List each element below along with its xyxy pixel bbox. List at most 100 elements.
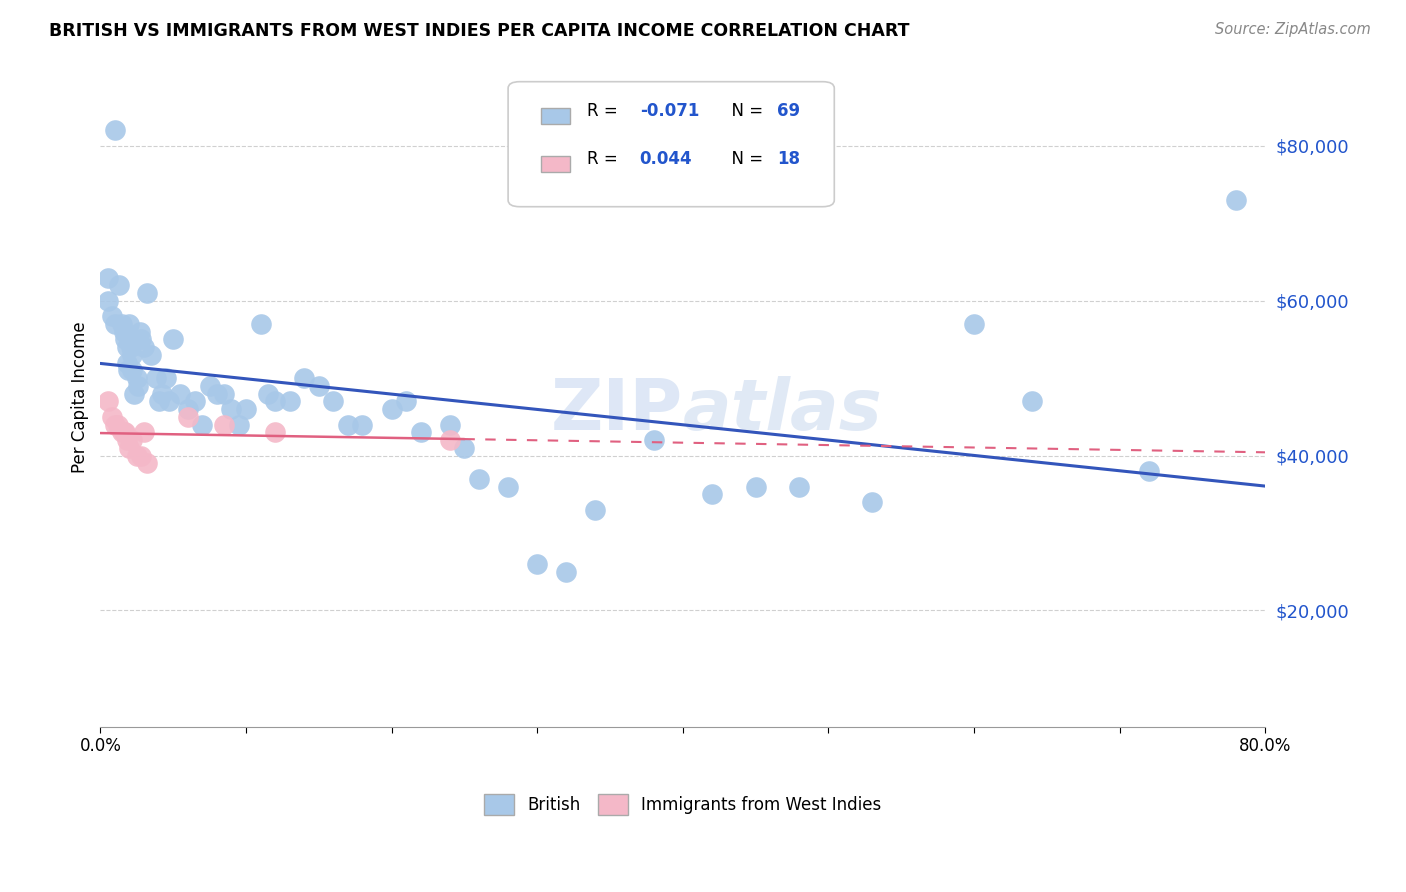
Point bbox=[496, 479, 519, 493]
Text: N =: N = bbox=[721, 150, 769, 168]
Point bbox=[101, 409, 124, 424]
Point bbox=[439, 417, 461, 432]
Point bbox=[278, 394, 301, 409]
Point bbox=[264, 394, 287, 409]
Point bbox=[150, 386, 173, 401]
Point bbox=[104, 123, 127, 137]
Point bbox=[129, 333, 152, 347]
Point bbox=[117, 363, 139, 377]
Point bbox=[127, 379, 149, 393]
Point bbox=[145, 371, 167, 385]
Point bbox=[336, 417, 359, 432]
Point bbox=[322, 394, 344, 409]
Point bbox=[121, 348, 143, 362]
Point bbox=[555, 565, 578, 579]
Point bbox=[97, 270, 120, 285]
Text: R =: R = bbox=[588, 150, 623, 168]
FancyBboxPatch shape bbox=[541, 156, 569, 172]
Point bbox=[860, 495, 883, 509]
Point bbox=[121, 433, 143, 447]
Point bbox=[111, 425, 134, 440]
Point bbox=[120, 340, 142, 354]
Point bbox=[157, 394, 180, 409]
Text: -0.071: -0.071 bbox=[640, 102, 699, 120]
Point bbox=[114, 333, 136, 347]
Point bbox=[148, 394, 170, 409]
Point bbox=[112, 325, 135, 339]
Point bbox=[125, 371, 148, 385]
Point bbox=[108, 278, 131, 293]
Point bbox=[115, 340, 138, 354]
Point bbox=[221, 402, 243, 417]
Point bbox=[439, 433, 461, 447]
Text: 18: 18 bbox=[778, 150, 800, 168]
Point bbox=[97, 293, 120, 308]
Point bbox=[212, 417, 235, 432]
Point bbox=[177, 409, 200, 424]
Point bbox=[963, 317, 986, 331]
Point bbox=[104, 317, 127, 331]
Point bbox=[1137, 464, 1160, 478]
Text: BRITISH VS IMMIGRANTS FROM WEST INDIES PER CAPITA INCOME CORRELATION CHART: BRITISH VS IMMIGRANTS FROM WEST INDIES P… bbox=[49, 22, 910, 40]
Point bbox=[212, 386, 235, 401]
Point bbox=[136, 285, 159, 300]
Point bbox=[132, 340, 155, 354]
Point bbox=[585, 502, 607, 516]
Point bbox=[104, 417, 127, 432]
Point bbox=[177, 402, 200, 417]
Text: 0.044: 0.044 bbox=[640, 150, 692, 168]
Legend: British, Immigrants from West Indies: British, Immigrants from West Indies bbox=[478, 788, 889, 822]
Point bbox=[112, 425, 135, 440]
Point bbox=[643, 433, 665, 447]
Point bbox=[744, 479, 766, 493]
Point bbox=[453, 441, 475, 455]
Point bbox=[121, 363, 143, 377]
Point bbox=[107, 417, 129, 432]
Point bbox=[198, 379, 221, 393]
Point bbox=[128, 325, 150, 339]
Text: ZIP: ZIP bbox=[551, 376, 683, 445]
Point bbox=[115, 433, 138, 447]
Point bbox=[526, 557, 548, 571]
Text: R =: R = bbox=[588, 102, 623, 120]
Point bbox=[249, 317, 271, 331]
Point bbox=[118, 441, 141, 455]
Point bbox=[101, 310, 124, 324]
Point bbox=[700, 487, 723, 501]
Point bbox=[118, 317, 141, 331]
Point bbox=[141, 348, 163, 362]
Point bbox=[136, 456, 159, 470]
Point bbox=[184, 394, 207, 409]
Point bbox=[125, 449, 148, 463]
Point bbox=[308, 379, 330, 393]
Point bbox=[118, 333, 141, 347]
Point bbox=[115, 356, 138, 370]
FancyBboxPatch shape bbox=[541, 108, 569, 124]
Point bbox=[205, 386, 228, 401]
Point bbox=[111, 317, 134, 331]
Text: atlas: atlas bbox=[683, 376, 883, 445]
Point bbox=[381, 402, 404, 417]
Text: Source: ZipAtlas.com: Source: ZipAtlas.com bbox=[1215, 22, 1371, 37]
Point bbox=[191, 417, 214, 432]
Point bbox=[155, 371, 177, 385]
Point bbox=[256, 386, 278, 401]
Point bbox=[292, 371, 315, 385]
Point bbox=[235, 402, 257, 417]
Point bbox=[162, 333, 184, 347]
Y-axis label: Per Capita Income: Per Capita Income bbox=[72, 322, 89, 474]
Point bbox=[395, 394, 418, 409]
Point bbox=[129, 449, 152, 463]
Point bbox=[169, 386, 191, 401]
Point bbox=[409, 425, 432, 440]
Point bbox=[352, 417, 374, 432]
Point bbox=[264, 425, 287, 440]
FancyBboxPatch shape bbox=[508, 82, 834, 207]
Point bbox=[122, 386, 145, 401]
Point bbox=[114, 425, 136, 440]
Text: 69: 69 bbox=[778, 102, 800, 120]
Point bbox=[132, 425, 155, 440]
Point bbox=[1021, 394, 1043, 409]
Point bbox=[228, 417, 250, 432]
Point bbox=[97, 394, 120, 409]
